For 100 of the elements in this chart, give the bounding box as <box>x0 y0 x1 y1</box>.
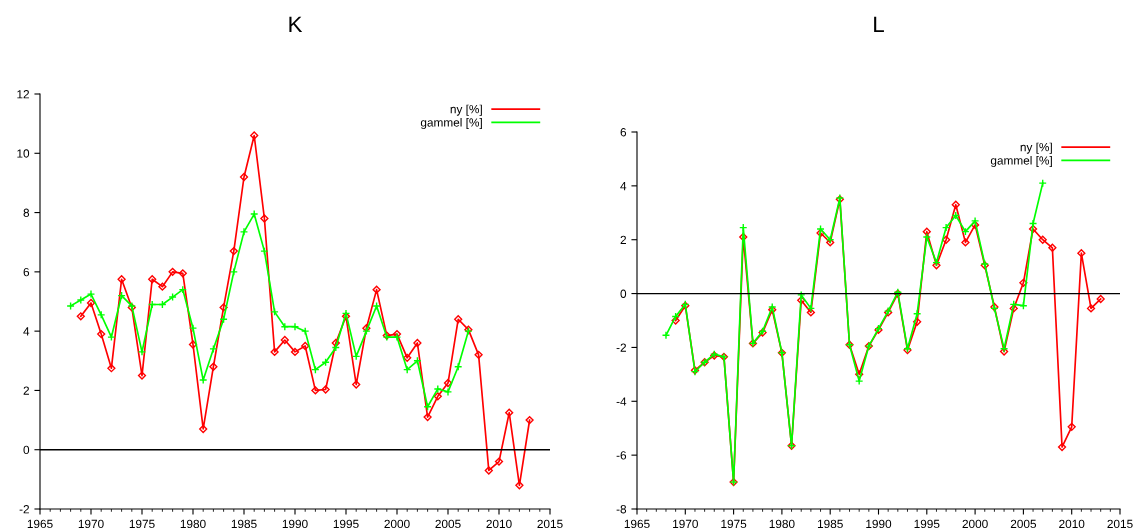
point <box>260 246 269 256</box>
point <box>806 304 816 313</box>
point <box>270 347 279 357</box>
point <box>352 380 361 389</box>
legend-label: gammel [%] <box>990 155 1052 167</box>
point <box>1038 178 1047 188</box>
point <box>1019 278 1028 287</box>
point <box>372 285 381 294</box>
x-tick-label: 1995 <box>914 519 940 529</box>
point <box>178 269 187 278</box>
y-tick-label: 4 <box>620 182 627 191</box>
point <box>107 332 116 342</box>
point <box>86 289 96 299</box>
x-tick-label: 1990 <box>866 519 892 529</box>
point <box>219 303 228 312</box>
point <box>250 209 259 219</box>
point <box>403 353 412 362</box>
point <box>797 296 806 305</box>
point <box>209 362 218 371</box>
point <box>739 232 748 242</box>
point <box>321 385 330 394</box>
point <box>961 238 970 247</box>
y-tick-label: -6 <box>616 451 627 460</box>
point <box>484 466 493 475</box>
chart-title: K <box>289 16 303 32</box>
point <box>290 322 300 331</box>
point <box>816 224 825 234</box>
y-tick-label: 6 <box>23 267 30 277</box>
legend-label: gammel [%] <box>420 117 482 129</box>
y-tick-label: -2 <box>616 343 626 352</box>
point <box>137 371 147 380</box>
point <box>1067 422 1076 432</box>
point <box>951 200 960 209</box>
point <box>188 340 198 349</box>
point <box>1038 235 1047 244</box>
legend-label: ny [%] <box>1020 142 1052 154</box>
point <box>280 335 289 345</box>
y-tick-label: -2 <box>19 505 29 514</box>
point <box>199 375 208 385</box>
y-tick-label: 12 <box>17 90 29 99</box>
x-tick-label: 1985 <box>817 519 843 529</box>
point <box>86 298 96 308</box>
x-tick-label: 2000 <box>962 519 988 529</box>
x-tick-label: 2000 <box>384 519 410 529</box>
point <box>1057 442 1067 452</box>
point <box>301 326 310 336</box>
y-tick-label: 0 <box>23 445 30 455</box>
point <box>661 331 671 340</box>
x-tick-label: 1975 <box>721 519 747 529</box>
point <box>97 310 106 320</box>
point <box>188 324 198 333</box>
x-tick-label: 1975 <box>129 519 155 529</box>
point <box>505 408 514 417</box>
point <box>443 387 453 397</box>
y-tick-label: 4 <box>23 327 30 336</box>
point <box>913 317 922 326</box>
point <box>209 344 218 354</box>
point <box>239 172 249 182</box>
point <box>250 131 259 140</box>
x-tick-label: 1965 <box>27 519 53 529</box>
point <box>290 347 300 357</box>
x-tick-label: 2010 <box>1059 519 1085 529</box>
point <box>76 295 85 305</box>
point <box>158 282 167 291</box>
y-tick-label: 2 <box>620 235 626 244</box>
point <box>912 309 922 318</box>
point <box>433 392 442 401</box>
point <box>423 412 432 422</box>
x-tick-label: 1980 <box>180 519 206 529</box>
point <box>229 267 238 277</box>
point <box>1048 243 1057 252</box>
x-tick-label: 2010 <box>486 519 512 529</box>
point <box>97 329 106 339</box>
point <box>797 290 806 300</box>
point <box>413 338 422 348</box>
point <box>1028 219 1038 228</box>
x-tick-label: 1980 <box>769 519 795 529</box>
point <box>855 376 864 386</box>
point <box>806 308 816 317</box>
point <box>331 338 340 348</box>
point <box>941 235 951 244</box>
y-tick-label: 10 <box>17 149 30 158</box>
point <box>454 315 463 324</box>
x-tick-label: 2005 <box>435 519 461 529</box>
point <box>1086 304 1096 313</box>
point <box>199 424 208 434</box>
legend-label: ny [%] <box>450 104 482 116</box>
point <box>66 301 75 311</box>
point <box>229 246 238 256</box>
point <box>260 214 269 223</box>
point <box>270 307 279 317</box>
point <box>107 364 116 373</box>
y-tick-label: 6 <box>620 128 627 137</box>
point <box>1077 249 1086 258</box>
point <box>494 457 504 466</box>
point <box>671 316 680 325</box>
x-tick-label: 1990 <box>282 519 308 529</box>
x-tick-label: 1965 <box>624 519 650 529</box>
y-tick-label: -8 <box>616 505 627 514</box>
point <box>372 301 381 311</box>
